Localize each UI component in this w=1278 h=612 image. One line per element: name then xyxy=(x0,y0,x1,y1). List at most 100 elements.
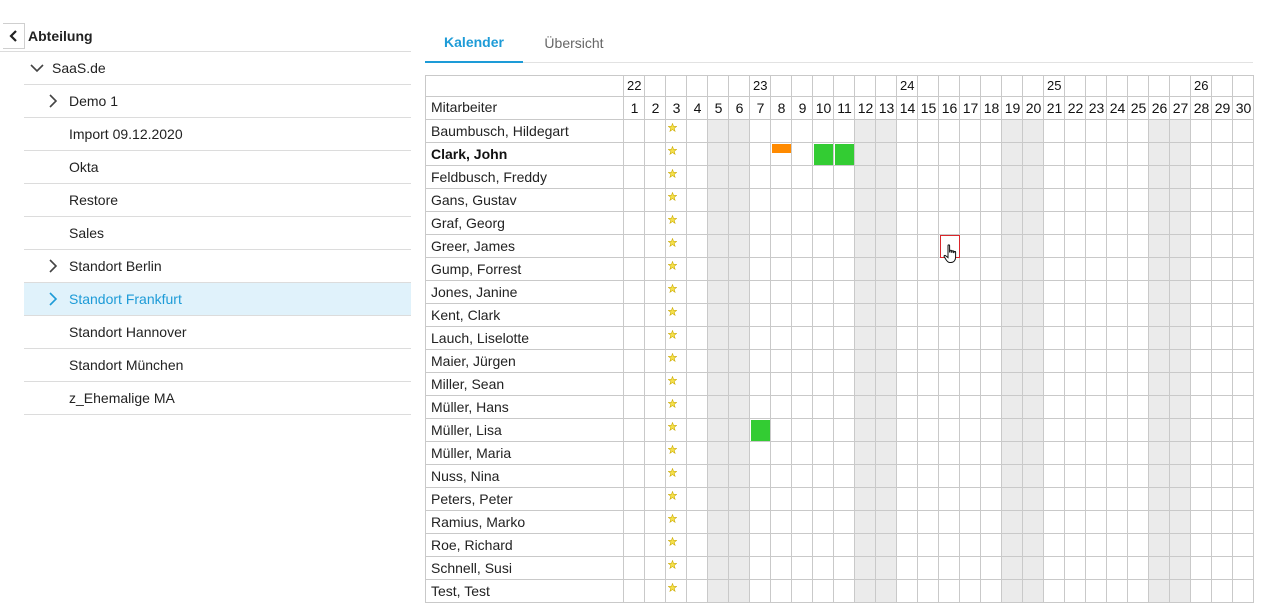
chevron-right-icon[interactable] xyxy=(46,94,60,108)
day-cell[interactable] xyxy=(897,120,918,143)
day-cell[interactable] xyxy=(750,327,771,350)
day-cell[interactable] xyxy=(687,465,708,488)
day-cell[interactable] xyxy=(876,304,897,327)
day-cell[interactable] xyxy=(1233,327,1254,350)
day-cell[interactable] xyxy=(1044,488,1065,511)
day-cell[interactable] xyxy=(645,189,666,212)
day-cell[interactable] xyxy=(855,120,876,143)
day-cell[interactable] xyxy=(771,465,792,488)
employee-name[interactable]: Maier, Jürgen xyxy=(431,353,516,369)
day-cell[interactable] xyxy=(1233,143,1254,166)
day-cell[interactable] xyxy=(792,258,813,281)
day-cell[interactable] xyxy=(1149,189,1170,212)
day-cell[interactable] xyxy=(645,419,666,442)
day-cell[interactable] xyxy=(1002,304,1023,327)
day-cell[interactable] xyxy=(1002,350,1023,373)
day-cell[interactable] xyxy=(1023,281,1044,304)
day-cell[interactable] xyxy=(624,396,645,419)
day-cell[interactable] xyxy=(771,304,792,327)
day-cell[interactable] xyxy=(1128,304,1149,327)
day-cell[interactable] xyxy=(624,580,645,603)
day-cell[interactable] xyxy=(792,120,813,143)
day-cell[interactable] xyxy=(687,350,708,373)
employee-name[interactable]: Nuss, Nina xyxy=(431,468,500,484)
day-cell[interactable] xyxy=(876,488,897,511)
day-cell[interactable] xyxy=(1086,465,1107,488)
day-cell[interactable] xyxy=(792,534,813,557)
day-cell[interactable] xyxy=(1233,557,1254,580)
employee-name[interactable]: Feldbusch, Freddy xyxy=(431,169,547,185)
day-cell[interactable] xyxy=(1107,189,1128,212)
day-cell[interactable] xyxy=(1023,419,1044,442)
day-cell[interactable] xyxy=(1086,258,1107,281)
day-cell[interactable] xyxy=(981,258,1002,281)
day-cell[interactable] xyxy=(918,304,939,327)
day-cell[interactable] xyxy=(876,235,897,258)
day-cell[interactable] xyxy=(771,120,792,143)
day-cell[interactable] xyxy=(918,120,939,143)
day-cell[interactable] xyxy=(1002,281,1023,304)
day-cell[interactable] xyxy=(1065,304,1086,327)
day-cell[interactable] xyxy=(1191,258,1212,281)
day-cell[interactable] xyxy=(897,488,918,511)
day-cell[interactable] xyxy=(1107,212,1128,235)
day-cell[interactable] xyxy=(1002,488,1023,511)
day-cell[interactable] xyxy=(981,327,1002,350)
day-cell[interactable] xyxy=(624,212,645,235)
day-cell[interactable] xyxy=(645,488,666,511)
day-cell[interactable] xyxy=(1002,258,1023,281)
day-cell[interactable] xyxy=(645,350,666,373)
day-cell[interactable] xyxy=(792,373,813,396)
day-cell[interactable] xyxy=(1128,511,1149,534)
day-cell[interactable] xyxy=(1023,465,1044,488)
day-cell[interactable] xyxy=(687,580,708,603)
day-cell[interactable] xyxy=(1023,511,1044,534)
day-cell[interactable] xyxy=(918,143,939,166)
day-cell[interactable] xyxy=(708,396,729,419)
day-cell[interactable] xyxy=(855,258,876,281)
day-cell[interactable] xyxy=(1065,143,1086,166)
day-cell[interactable] xyxy=(1191,511,1212,534)
day-cell[interactable] xyxy=(834,304,855,327)
day-cell[interactable] xyxy=(1065,465,1086,488)
day-cell[interactable] xyxy=(813,442,834,465)
day-cell[interactable] xyxy=(1128,396,1149,419)
day-cell[interactable] xyxy=(939,189,960,212)
day-cell[interactable] xyxy=(1212,350,1233,373)
employee-name[interactable]: Greer, James xyxy=(431,238,516,254)
day-cell[interactable] xyxy=(750,304,771,327)
day-cell[interactable] xyxy=(897,442,918,465)
day-cell[interactable] xyxy=(1170,212,1191,235)
day-cell[interactable] xyxy=(1107,327,1128,350)
day-cell[interactable] xyxy=(792,143,813,166)
day-cell[interactable] xyxy=(897,350,918,373)
day-cell[interactable] xyxy=(708,373,729,396)
day-cell[interactable] xyxy=(1149,143,1170,166)
day-cell[interactable] xyxy=(1212,511,1233,534)
day-cell[interactable] xyxy=(687,235,708,258)
day-cell[interactable] xyxy=(1233,258,1254,281)
day-cell[interactable] xyxy=(771,189,792,212)
employee-name[interactable]: Ramius, Marko xyxy=(431,514,526,530)
day-cell[interactable] xyxy=(1107,350,1128,373)
day-cell[interactable] xyxy=(624,189,645,212)
day-cell[interactable] xyxy=(1170,166,1191,189)
day-cell[interactable] xyxy=(897,511,918,534)
day-cell[interactable] xyxy=(939,327,960,350)
day-cell[interactable] xyxy=(834,327,855,350)
day-cell[interactable] xyxy=(645,557,666,580)
day-cell[interactable] xyxy=(645,373,666,396)
day-cell[interactable] xyxy=(1212,465,1233,488)
day-cell[interactable] xyxy=(687,557,708,580)
day-cell[interactable] xyxy=(834,258,855,281)
day-cell[interactable] xyxy=(1023,580,1044,603)
day-cell[interactable] xyxy=(813,350,834,373)
day-cell[interactable] xyxy=(687,488,708,511)
day-cell[interactable] xyxy=(918,534,939,557)
day-cell[interactable] xyxy=(981,189,1002,212)
day-cell[interactable] xyxy=(918,373,939,396)
day-cell[interactable] xyxy=(729,419,750,442)
day-cell[interactable] xyxy=(1023,534,1044,557)
day-cell[interactable] xyxy=(1023,373,1044,396)
day-cell[interactable] xyxy=(1128,373,1149,396)
